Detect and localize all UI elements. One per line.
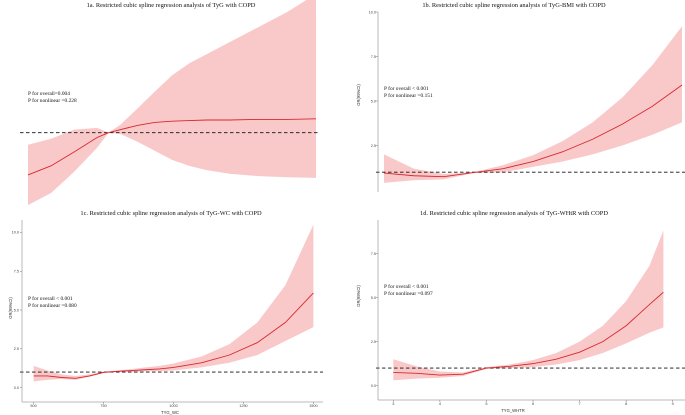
chart-1c-xtick-label: 1500 [309,404,317,408]
chart-1d-ylabel: OR(95%CI) [356,285,361,307]
panel-1c: 1c. Restricted cubic spline regression a… [0,208,342,415]
chart-1d-annotation-2: P for nonlinear =0.097 [384,290,433,297]
chart-1c-annotation-2: P for nonlinear =0.080 [28,302,77,309]
chart-1a-ci-band [28,0,316,206]
chart-1a-annotation-1: P for overall=0.004 [28,90,70,97]
chart-1b-spline-curve [383,84,683,178]
chart-1b-title: 1b. Restricted cubic spline regression a… [422,2,606,9]
chart-1d-annotation-1: P for overall < 0.001 [384,283,429,290]
chart-1c-ci-band [33,224,314,382]
chart-1d-xtick-label: 9 [672,402,674,406]
panel-1b: 1b. Restricted cubic spline regression a… [343,0,685,207]
chart-1b-ytick-label: 7.5 [371,55,376,59]
chart-1d-spline-curve [393,291,664,376]
chart-1b-ytick-label: 10.0 [369,10,376,14]
chart-1a-annotation-2: P for nonlinear =0.228 [28,97,77,104]
chart-1b-ytick-label: 2.5 [371,144,376,148]
chart-1c-ytick-label: 0.0 [14,386,19,390]
chart-1c-svg: 1c. Restricted cubic spline regression a… [8,210,323,415]
panel-1d: 1d. Restricted cubic spline regression a… [343,208,685,415]
chart-1d-ytick-label: 7.5 [371,252,376,256]
chart-1c-ylabel: OR(95%CI) [8,297,13,319]
chart-1d-ytick-label: 2.5 [371,340,376,344]
chart-1c-ytick-label: 7.5 [14,270,19,274]
chart-1b-annotation-1: P for overall < 0.001 [384,85,429,92]
chart-1b-ci-band [384,26,682,183]
chart-1d-xlabel: TYG_WHTR [501,408,525,413]
chart-1c-spline-curve [33,292,314,379]
chart-1d-xtick-label: 7 [579,402,581,406]
chart-1d-xtick-label: 3 [392,402,394,406]
chart-1d-ytick-label: 0.0 [371,384,376,388]
chart-1d-xtick-label: 6 [532,402,534,406]
chart-1c-ytick-label: 10.0 [12,231,19,235]
chart-1c-ytick-label: 5.0 [14,308,19,312]
chart-1d-xtick-label: 5 [485,402,487,406]
chart-1a-svg: 1a. Restricted cubic spline regression a… [20,0,320,206]
chart-1c-annotation-1: P for overall < 0.001 [28,295,73,302]
chart-1d-svg: 1d. Restricted cubic spline regression a… [356,210,685,413]
chart-1c-ytick-label: 2.5 [14,347,19,351]
chart-1a-title: 1a. Restricted cubic spline regression a… [87,2,256,9]
chart-1d-title: 1d. Restricted cubic spline regression a… [420,210,608,217]
chart-1b-annotation-2: P for nonlinear =0.151 [384,92,433,99]
chart-1d-xtick-label: 8 [625,402,627,406]
chart-1b-svg: 1b. Restricted cubic spline regression a… [356,2,685,192]
chart-1c-xtick-label: 1250 [239,404,247,408]
chart-1b-ylabel: OR(95%CI) [356,84,361,106]
chart-1d-xtick-label: 4 [439,402,441,406]
chart-1c-xtick-label: 1000 [169,404,177,408]
panel-1a: 1a. Restricted cubic spline regression a… [0,0,342,207]
chart-1d-ytick-label: 5.0 [371,296,376,300]
chart-1c-xtick-label: 500 [30,404,36,408]
chart-1c-xtick-label: 750 [100,404,106,408]
chart-1a-spline-curve [27,118,317,176]
chart-1c-xlabel: TYG_WC [161,410,179,415]
chart-1b-ytick-label: 5.0 [371,99,376,103]
chart-1d-ci-band [393,230,664,381]
chart-1c-title: 1c. Restricted cubic spline regression a… [80,210,262,217]
